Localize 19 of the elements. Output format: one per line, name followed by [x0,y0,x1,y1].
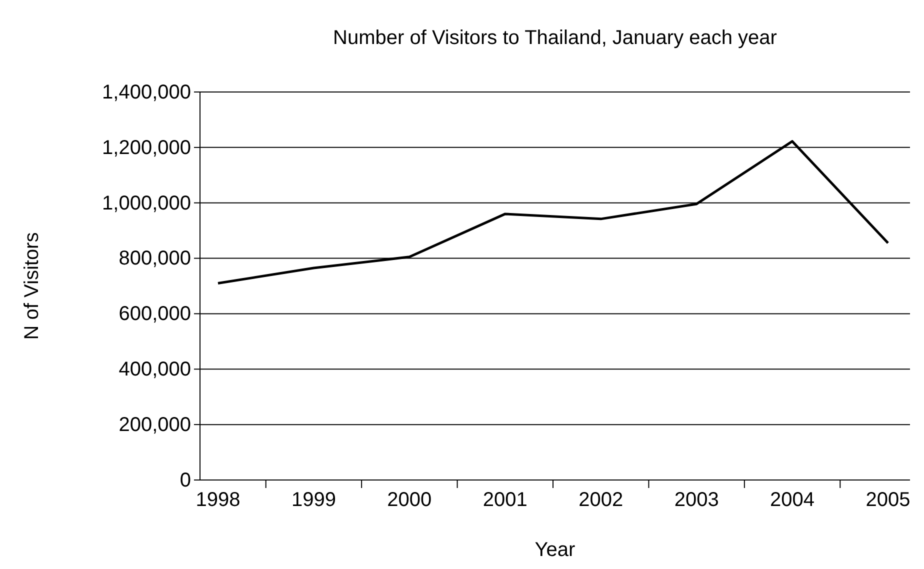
y-tick-label: 1,400,000 [102,81,191,104]
y-tick-label: 0 [180,469,191,492]
y-tick-label: 400,000 [118,358,191,381]
chart-title: Number of Visitors to Thailand, January each year [333,27,778,49]
y-axis-title: N of Visitors [21,232,43,340]
x-tick-label: 2000 [387,489,432,512]
x-tick-label: 2002 [578,489,624,512]
x-tick-label: 2005 [866,489,910,512]
x-tick-label: 2001 [482,489,528,512]
y-tick-label: 600,000 [118,303,191,326]
x-axis-title: Year [534,539,576,561]
x-tick-label: 1998 [196,489,240,512]
y-tick-label: 800,000 [118,248,191,270]
y-tick-label: 1,000,000 [102,192,191,214]
y-tick-label: 1,200,000 [102,136,191,159]
x-tick-label: 2003 [674,489,719,512]
y-tick-label: 200,000 [118,414,191,436]
x-tick-label: 1999 [291,489,336,512]
x-tick-label: 2004 [770,489,815,512]
